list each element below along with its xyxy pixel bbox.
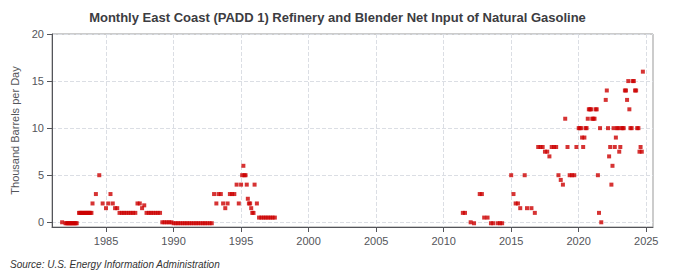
svg-text:20: 20 — [32, 28, 44, 40]
svg-text:2000: 2000 — [296, 235, 320, 247]
svg-text:2025: 2025 — [634, 235, 658, 247]
svg-text:10: 10 — [32, 122, 44, 134]
svg-text:2010: 2010 — [431, 235, 455, 247]
svg-text:Monthly East Coast (PADD 1) Re: Monthly East Coast (PADD 1) Refinery and… — [89, 10, 586, 25]
svg-text:Source: U.S. Energy Informatio: Source: U.S. Energy Information Administ… — [10, 259, 220, 270]
svg-text:2015: 2015 — [499, 235, 523, 247]
svg-text:2020: 2020 — [566, 235, 590, 247]
svg-text:0: 0 — [38, 216, 44, 228]
svg-text:Thousand Barrels per Day: Thousand Barrels per Day — [9, 66, 21, 195]
svg-text:15: 15 — [32, 75, 44, 87]
svg-text:1995: 1995 — [229, 235, 253, 247]
svg-text:2005: 2005 — [364, 235, 388, 247]
svg-text:5: 5 — [38, 169, 44, 181]
svg-text:1985: 1985 — [94, 235, 118, 247]
svg-text:1990: 1990 — [161, 235, 185, 247]
